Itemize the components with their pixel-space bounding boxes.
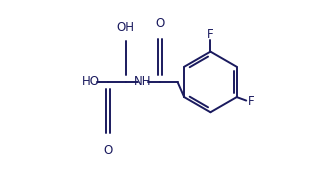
Text: HO: HO [82, 76, 100, 88]
Text: F: F [248, 95, 255, 108]
Text: F: F [207, 28, 214, 41]
Text: OH: OH [117, 21, 134, 34]
Text: O: O [103, 144, 113, 157]
Text: NH: NH [134, 76, 152, 88]
Text: O: O [156, 17, 165, 30]
